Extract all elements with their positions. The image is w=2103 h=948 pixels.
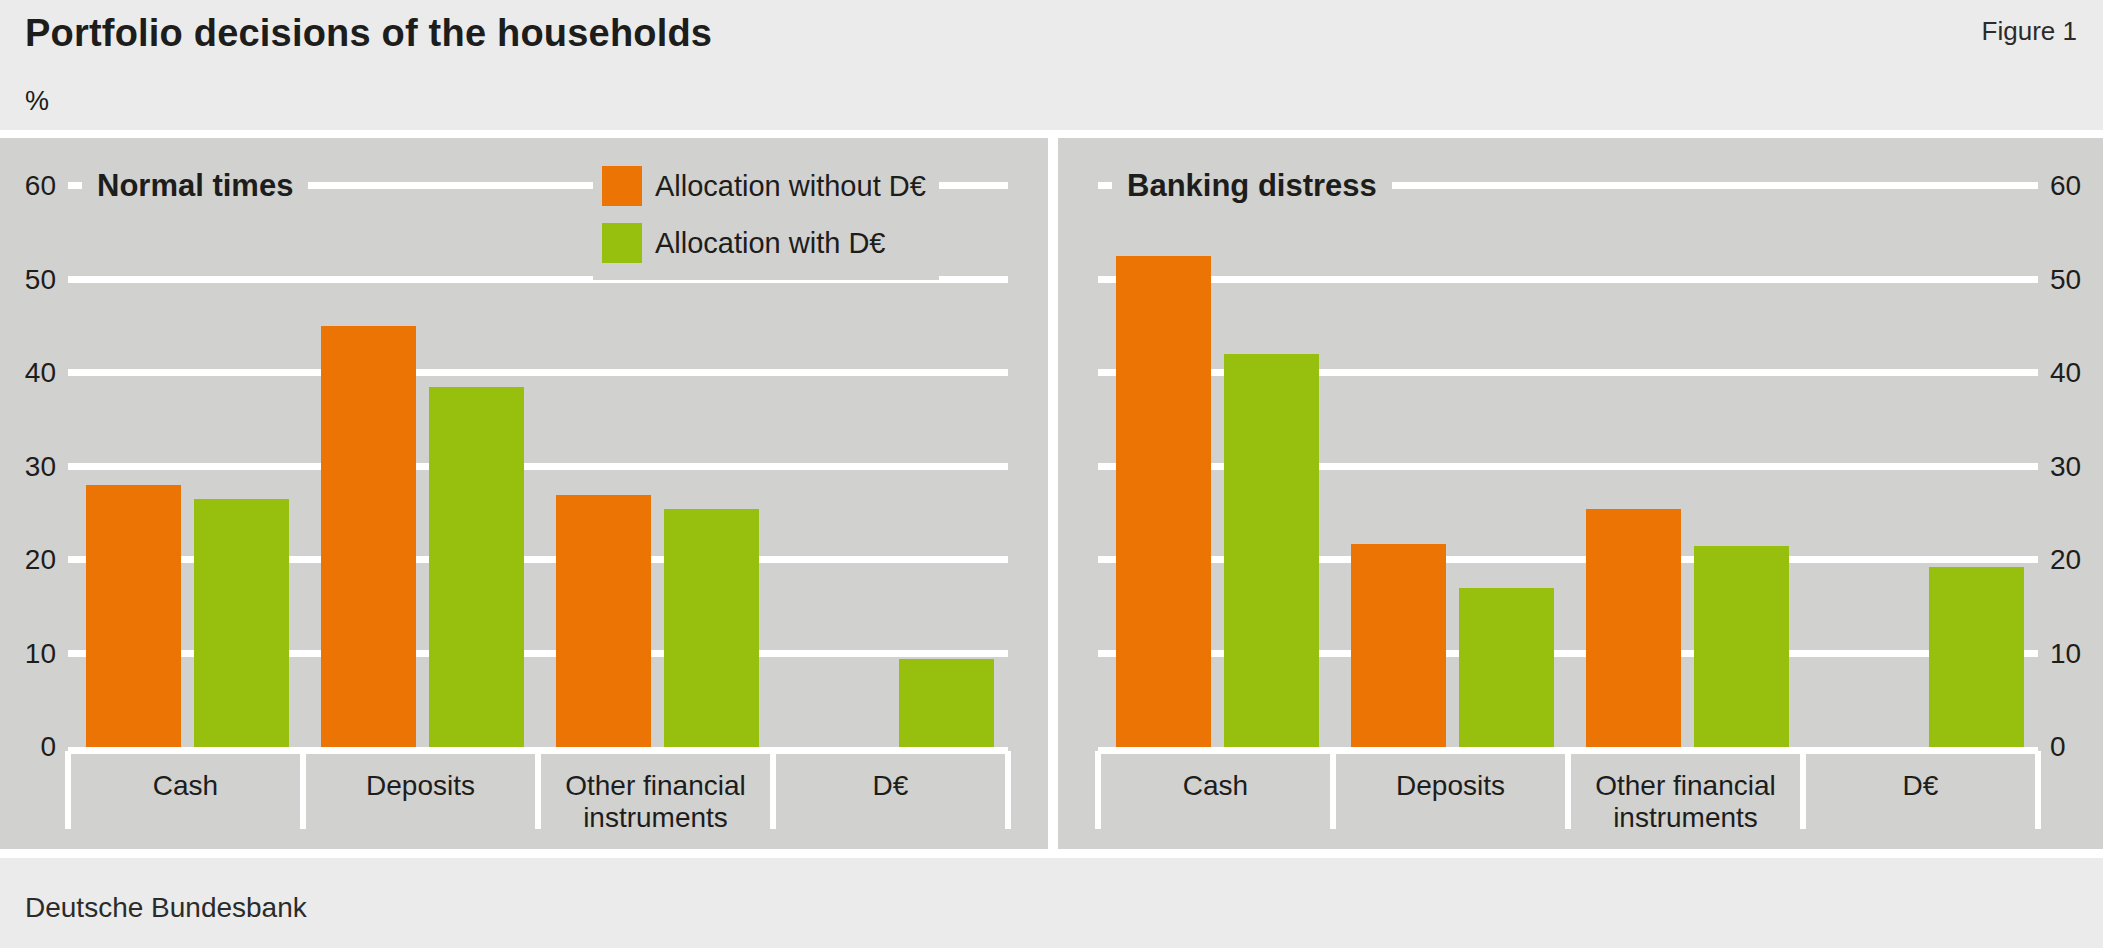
chart-region: 0102030405060 Normal timesAllocation wit… xyxy=(0,130,2103,858)
y-axis-tick-label: 10 xyxy=(0,636,56,672)
bar-allocation-without-de xyxy=(1586,509,1681,747)
bar-allocation-with-de xyxy=(194,499,289,747)
category-label: Cash xyxy=(68,770,303,834)
y-axis-tick-label: 30 xyxy=(2050,449,2100,485)
panel-title: Normal times xyxy=(82,164,308,208)
bar-allocation-with-de xyxy=(1694,546,1789,747)
bar-allocation-without-de xyxy=(1351,544,1446,747)
category-separator-tick xyxy=(535,751,541,829)
category-separator-tick xyxy=(1800,751,1806,829)
bar-allocation-without-de xyxy=(556,495,651,747)
category-separator-tick xyxy=(1005,751,1011,829)
bar-allocation-with-de xyxy=(1459,588,1554,747)
bar-allocation-with-de xyxy=(429,387,524,747)
category-label: D€ xyxy=(773,770,1008,834)
category-label: Other financial instruments xyxy=(1568,770,1803,834)
gridline-0 xyxy=(1098,747,2038,754)
y-axis-tick-label: 40 xyxy=(0,355,56,391)
y-axis-tick-label: 60 xyxy=(0,168,56,204)
panel-banking-distress: 0 10 20 30 40 50 60 Banking distress CashDepos… xyxy=(1058,138,2103,849)
y-axis-unit-label: % xyxy=(25,86,49,117)
plot-area-normal-times: Normal timesAllocation without D€Allocat… xyxy=(68,186,1008,747)
bar-allocation-without-de xyxy=(1116,256,1211,747)
y-axis-tick-label: 40 xyxy=(2050,355,2100,391)
panel-title: Banking distress xyxy=(1112,164,1392,208)
y-axis-tick-label: 50 xyxy=(0,262,56,298)
y-axis-tick-label: 30 xyxy=(0,449,56,485)
bar-allocation-with-de xyxy=(899,659,994,747)
y-axis-banking-distress: 0102030405060 xyxy=(2050,186,2100,747)
gridline-40 xyxy=(68,369,1008,376)
category-separator-tick xyxy=(1095,751,1101,829)
bar-allocation-without-de xyxy=(86,485,181,747)
y-axis-tick-label: 10 xyxy=(2050,636,2100,672)
gridline-0 xyxy=(68,747,1008,754)
legend-label: Allocation without D€ xyxy=(642,166,939,206)
legend: Allocation without D€ Allocation with D€ xyxy=(593,166,939,280)
gridline-50 xyxy=(1098,276,2038,283)
bar-allocation-with-de xyxy=(1224,354,1319,747)
y-axis-tick-label: 50 xyxy=(2050,262,2100,298)
category-separator-tick xyxy=(2035,751,2041,829)
category-separator-tick xyxy=(1330,751,1336,829)
category-separator-tick xyxy=(65,751,71,829)
page: Portfolio decisions of the households Fi… xyxy=(0,0,2103,948)
y-axis-tick-label: 0 xyxy=(0,729,56,765)
legend-swatch-with-de xyxy=(602,223,642,263)
legend-item: Allocation with D€ xyxy=(602,223,939,263)
bar-allocation-with-de xyxy=(664,509,759,747)
legend-label: Allocation with D€ xyxy=(642,223,899,263)
y-axis-normal-times: 0102030405060 xyxy=(0,186,56,747)
header: Portfolio decisions of the households Fi… xyxy=(0,0,2103,130)
y-axis-tick-label: 60 xyxy=(2050,168,2100,204)
footer: Deutsche Bundesbank xyxy=(0,858,2103,948)
category-separator-tick xyxy=(1565,751,1571,829)
category-label: Deposits xyxy=(303,770,538,834)
category-separator-tick xyxy=(300,751,306,829)
plot-area-banking-distress: Banking distress xyxy=(1098,186,2038,747)
category-label: Other financial instruments xyxy=(538,770,773,834)
page-title: Portfolio decisions of the households xyxy=(25,12,712,55)
source-label: Deutsche Bundesbank xyxy=(25,892,307,924)
category-separator-tick xyxy=(770,751,776,829)
bar-allocation-without-de xyxy=(321,326,416,747)
y-axis-tick-label: 20 xyxy=(2050,542,2100,578)
y-axis-tick-label: 20 xyxy=(0,542,56,578)
bar-allocation-with-de xyxy=(1929,567,2024,747)
y-axis-tick-label: 0 xyxy=(2050,729,2100,765)
panel-normal-times: 0102030405060 Normal timesAllocation wit… xyxy=(0,138,1048,849)
category-label: D€ xyxy=(1803,770,2038,834)
figure-label: Figure 1 xyxy=(1982,16,2077,47)
legend-swatch-without-de xyxy=(602,166,642,206)
gridline-30 xyxy=(68,463,1008,470)
category-label: Cash xyxy=(1098,770,1333,834)
legend-item: Allocation without D€ xyxy=(602,166,939,206)
category-label: Deposits xyxy=(1333,770,1568,834)
